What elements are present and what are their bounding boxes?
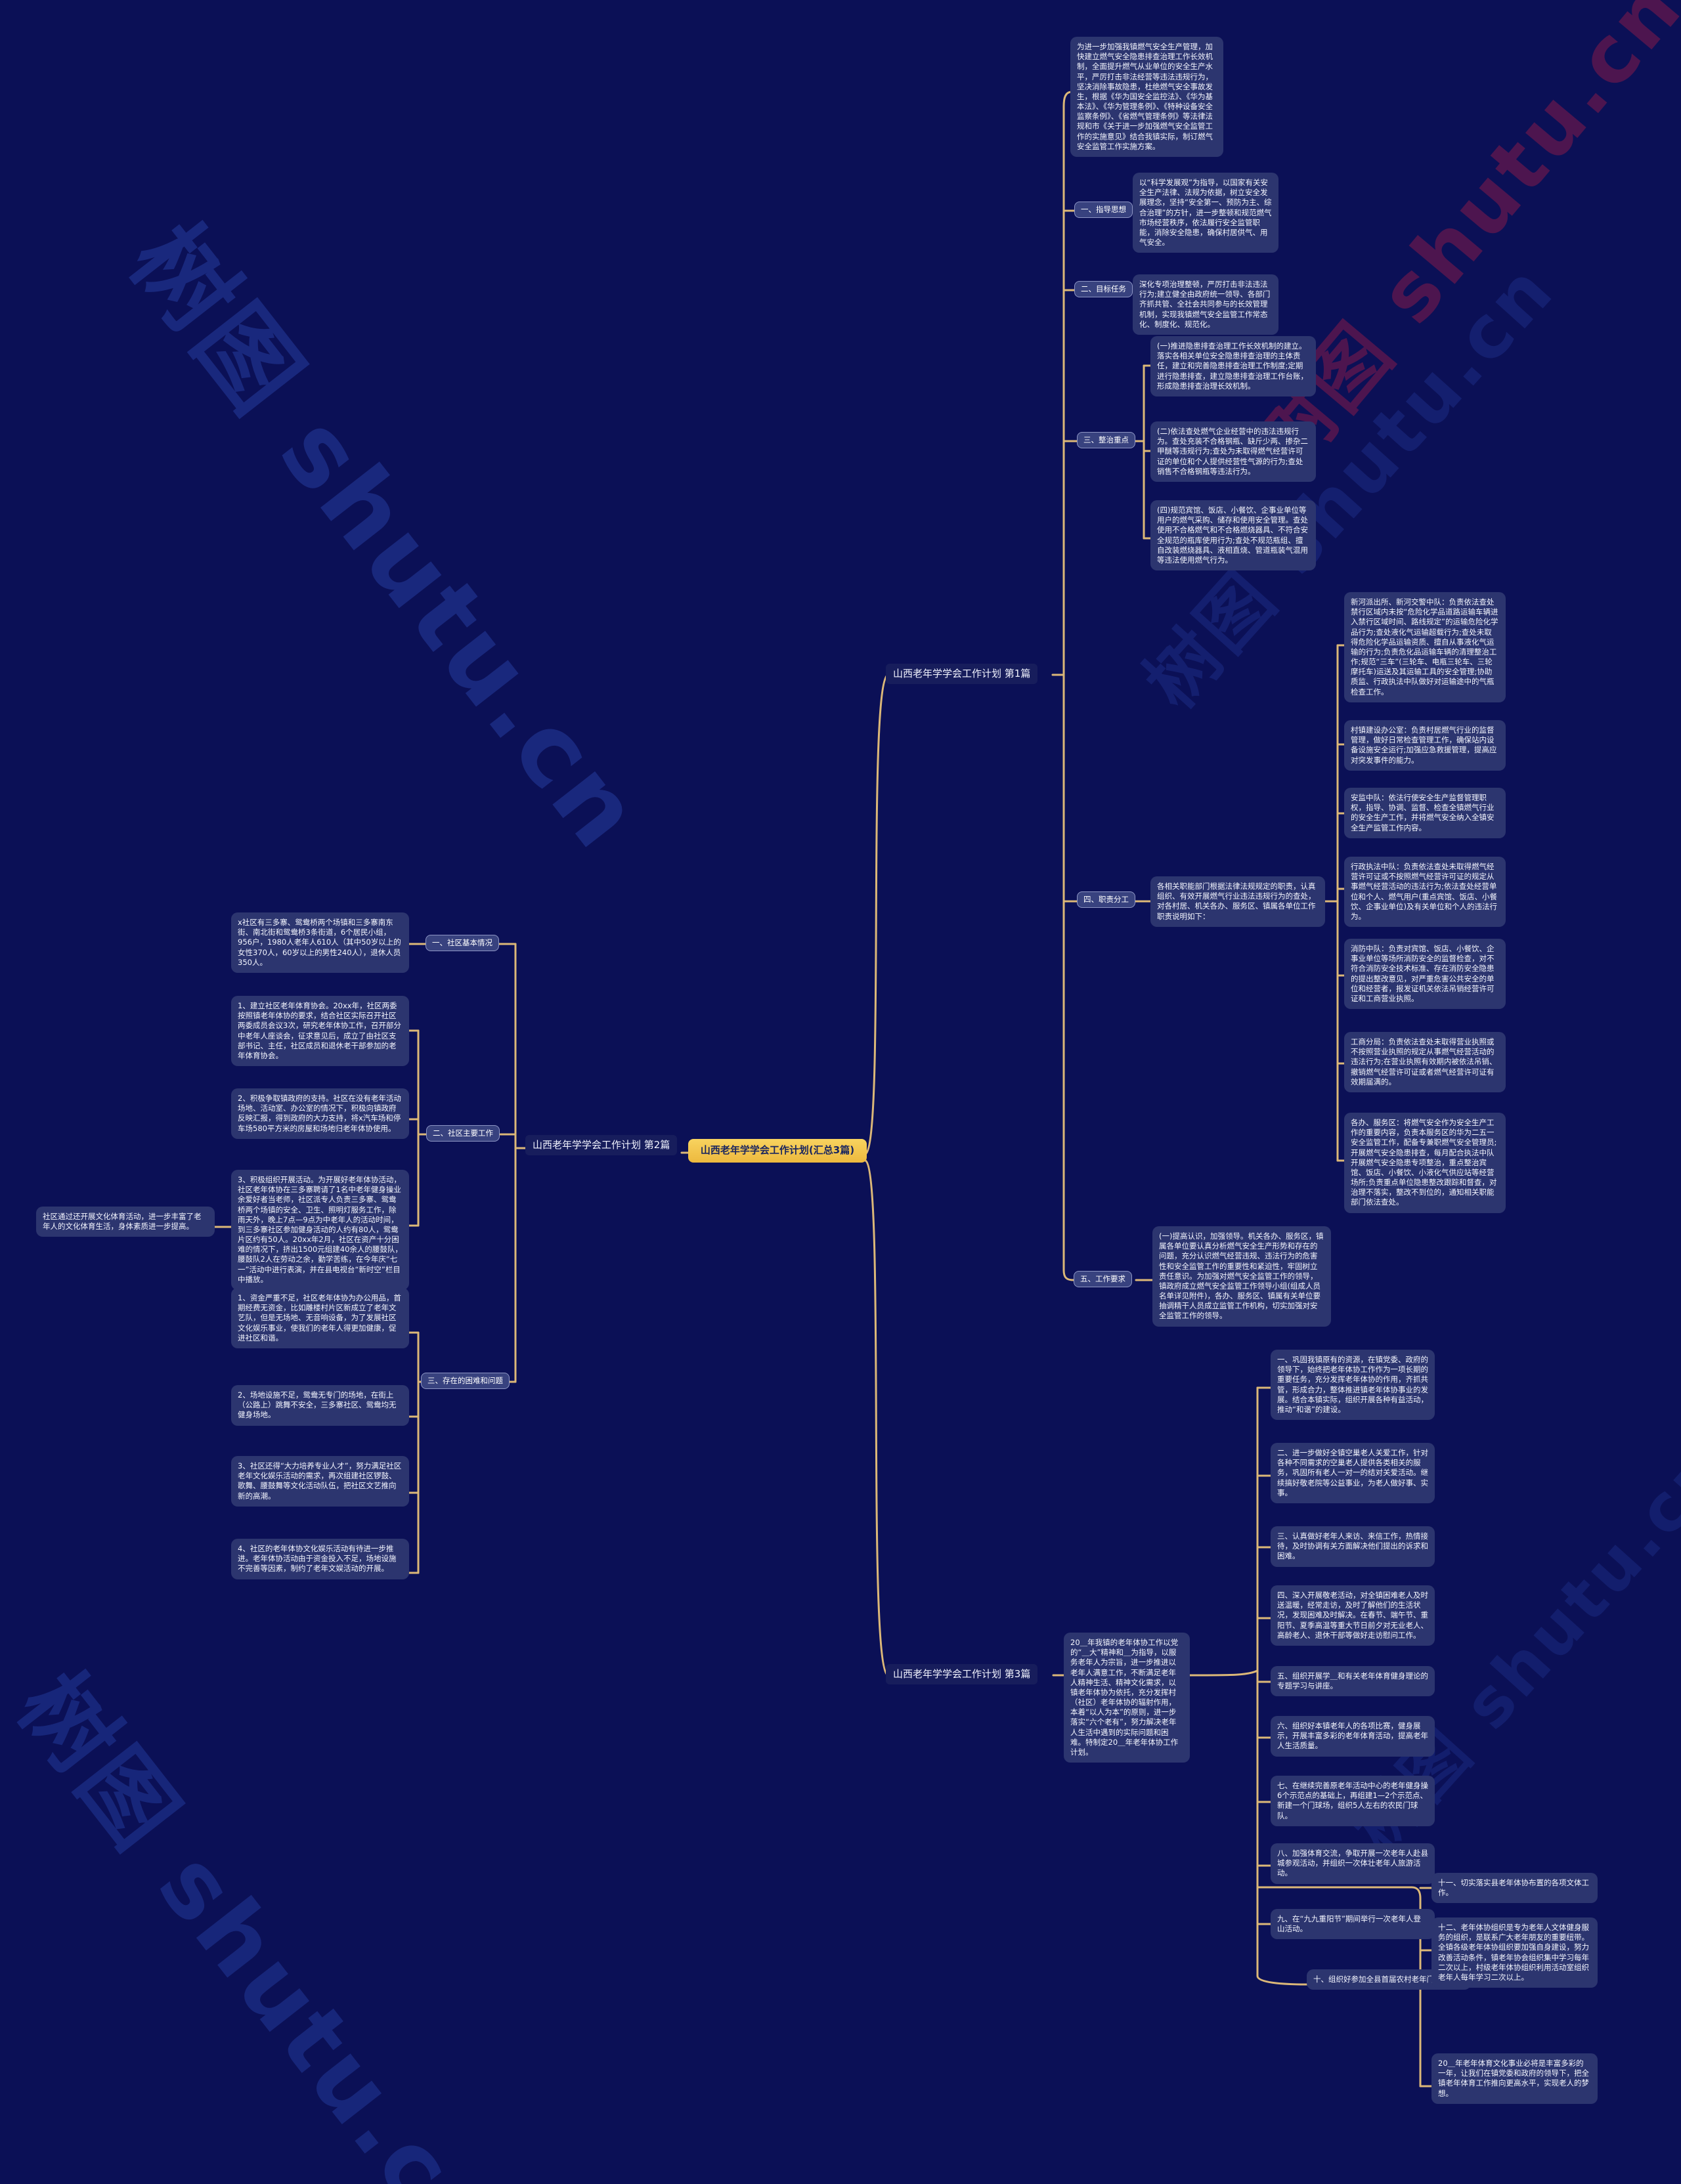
central-topic-node[interactable]: 山西老年学学会工作计划(汇总3篇) xyxy=(688,1139,867,1163)
p2-s2-item-node[interactable]: 3、积极组织开展活动。为开展好老年体协活动，社区老年体协在三多寨聘请了1名中老年… xyxy=(231,1170,409,1290)
branch-title-part1[interactable]: 山西老年学学会工作计划 第1篇 xyxy=(886,664,1038,685)
p3-item-node[interactable]: 三、认真做好老年人来访、来信工作，热情接待，及时协调有关方面解决他们提出的诉求和… xyxy=(1271,1526,1435,1567)
p3-item-node[interactable]: 二、进一步做好全镇空巢老人关爱工作，针对各种不同需求的空巢老人提供各类相关的服务… xyxy=(1271,1443,1435,1503)
p1-s4-item-node[interactable]: 工商分局：负责依法查处未取得营业执照或不按照营业执照的规定从事燃气经营活动的违法… xyxy=(1344,1032,1506,1092)
p1-s3-item-node[interactable]: (四)规范宾馆、饭店、小餐饮、企事业单位等用户的燃气采购、储存和使用安全管理。查… xyxy=(1150,500,1316,571)
p1-section-heading-4[interactable]: 四、职责分工 xyxy=(1077,891,1135,908)
p2-s3-item-node[interactable]: 3、社区还得“大力培养专业人才”，努力满足社区老年文化娱乐活动的需求，再次组建社… xyxy=(231,1456,409,1507)
p1-section-heading-2[interactable]: 二、目标任务 xyxy=(1074,281,1133,297)
p1-s4-item-node[interactable]: 消防中队：负责对宾馆、饭店、小餐饮、企事业单位等场所消防安全的监督检查，对不符合… xyxy=(1344,939,1506,1010)
p3-item-node[interactable]: 八、加强体育交流，争取开展一次老年人赴县城参观活动，并组织一次体壮老年人旅游活动… xyxy=(1271,1843,1435,1884)
p1-s3-item-node[interactable]: (一)推进隐患排查治理工作长效机制的建立。落实各相关单位安全隐患排查治理的主体责… xyxy=(1150,336,1316,396)
p1-s2-text-node[interactable]: 深化专项治理整顿，严厉打击非法违法行为;建立健全由政府统一领导、各部门齐抓共管、… xyxy=(1133,274,1278,335)
p1-s4-note-node[interactable]: 各相关职能部门根据法律法规规定的职责，认真组织、有效开展燃气行业违法违规行为的查… xyxy=(1150,876,1325,927)
p3-subitem-node[interactable]: 十二、老年体协组织是专为老年人文体健身服务的组织，是联系广大老年朋友的重要纽带。… xyxy=(1431,1917,1598,1988)
p2-section-heading-1[interactable]: 一、社区基本情况 xyxy=(426,935,499,951)
p1-s4-item-node[interactable]: 新河派出所、新河交警中队：负责依法查处禁行区域内未按“危险化学品道路运输车辆进入… xyxy=(1344,592,1506,702)
p2-section-heading-3[interactable]: 三、存在的困难和问题 xyxy=(421,1373,510,1389)
branch-title-part2[interactable]: 山西老年学学会工作计划 第2篇 xyxy=(525,1135,678,1156)
p1-s4-item-node[interactable]: 各办、服务区：将燃气安全作为安全生产工作的重要内容，负责本服务区的华为二五一安全… xyxy=(1344,1113,1506,1213)
p1-root-note[interactable]: 为进一步加强我镇燃气安全生产管理，加快建立燃气安全隐患排查治理工作长效机制，全面… xyxy=(1070,37,1223,157)
p1-s4-item-node[interactable]: 村镇建设办公室：负责村居燃气行业的监督管理，做好日常检查管理工作，确保站内设备设… xyxy=(1344,720,1506,771)
p3-item-node[interactable]: 四、深入开展敬老活动，对全镇困难老人及时送温暖，经常走访，及时了解他们的生活状况… xyxy=(1271,1585,1435,1646)
p2-s3-item-node[interactable]: 1、资金严重不足，社区老年体协为办公用品，首期经费无资金，比如雕楼村片区新成立了… xyxy=(231,1288,409,1348)
p1-section-heading-1[interactable]: 一、指导思想 xyxy=(1074,202,1133,218)
p3-closing-node[interactable]: 20＿年老年体育文化事业必将是丰富多彩的一年，让我们在镇党委和政府的领导下，把全… xyxy=(1431,2053,1598,2104)
p2-s2-item-node[interactable]: 2、积极争取镇政府的支持。社区在没有老年活动场地、活动室、办公室的情况下，积极向… xyxy=(231,1088,409,1139)
p1-section-heading-5[interactable]: 五、工作要求 xyxy=(1074,1271,1132,1287)
p2-summary-node[interactable]: 社区通过还开展文化体育活动，进一步丰富了老年人的文化体育生活，身体素质进一步提高… xyxy=(36,1207,215,1237)
p1-s4-item-node[interactable]: 行政执法中队：负责依法查处未取得燃气经营许可证或不按照燃气经营许可证的规定从事燃… xyxy=(1344,857,1506,928)
p3-subitem-node[interactable]: 十一、切实落实县老年体协布置的各项文体工作。 xyxy=(1431,1873,1598,1904)
p3-item-node[interactable]: 五、组织开展学＿和有关老年体育健身理论的专题学习与讲座。 xyxy=(1271,1666,1435,1697)
p1-section-heading-3[interactable]: 三、整治重点 xyxy=(1077,432,1135,448)
p3-item-node[interactable]: 一、巩固我镇原有的资源，在镇党委、政府的领导下，始终把老年体协工作作为一项长期的… xyxy=(1271,1350,1435,1421)
p1-s4-item-node[interactable]: 安监中队：依法行使安全生产监督管理职权，指导、协调、监督、检查全镇燃气行业的安全… xyxy=(1344,788,1506,838)
p2-section-heading-2[interactable]: 二、社区主要工作 xyxy=(426,1125,500,1142)
p2-s3-item-node[interactable]: 4、社区的老年体协文化娱乐活动有待进一步推进。老年体协活动由于资金投入不足，场地… xyxy=(231,1539,409,1579)
p2-s2-item-node[interactable]: 1、建立社区老年体育协会。20xx年，社区两委按照镇老年体协的要求，结合社区实际… xyxy=(231,996,409,1067)
p3-item-node[interactable]: 七、在继续完善原老年活动中心的老年健身操6个示范点的基础上，再组建1—2个示范点… xyxy=(1271,1776,1435,1826)
p1-s3-item-node[interactable]: (二)依法查处燃气企业经营中的违法违规行为。查处充装不合格钢瓶、缺斤少两、掺杂二… xyxy=(1150,421,1316,482)
p3-item-node[interactable]: 九、在“九九重阳节”期间举行一次老年人登山活动。 xyxy=(1271,1909,1435,1940)
p1-s1-text-node[interactable]: 以“科学发展观”为指导，以国家有关安全生产法律、法规为依据，树立安全发展理念，坚… xyxy=(1133,173,1278,253)
branch-title-part3[interactable]: 山西老年学学会工作计划 第3篇 xyxy=(886,1664,1038,1685)
p1-s5-text-node[interactable]: (一)提高认识，加强领导。机关各办、服务区，镇属各单位要认真分析燃气安全生产形势… xyxy=(1152,1226,1331,1327)
p3-root-note[interactable]: 20＿年我镇的老年体协工作以党的“＿大”精神和＿为指导，以服务老年人为宗旨，进一… xyxy=(1064,1633,1190,1763)
p2-s3-item-node[interactable]: 2、场地设施不足，鸳鸯无专门的场地，在街上（公路上）跳舞不安全，三多寨社区、鸳鸯… xyxy=(231,1385,409,1426)
p2-s1-text-node[interactable]: x社区有三多寨、鸳鸯桥两个场镇和三多寨南东街、南北街和鸳鸯桥3条街道，6个居民小… xyxy=(231,912,409,973)
p3-item-node[interactable]: 六、组织好本镇老年人的各项比赛，健身展示，开展丰富多彩的老年体育活动，提高老年人… xyxy=(1271,1716,1435,1757)
